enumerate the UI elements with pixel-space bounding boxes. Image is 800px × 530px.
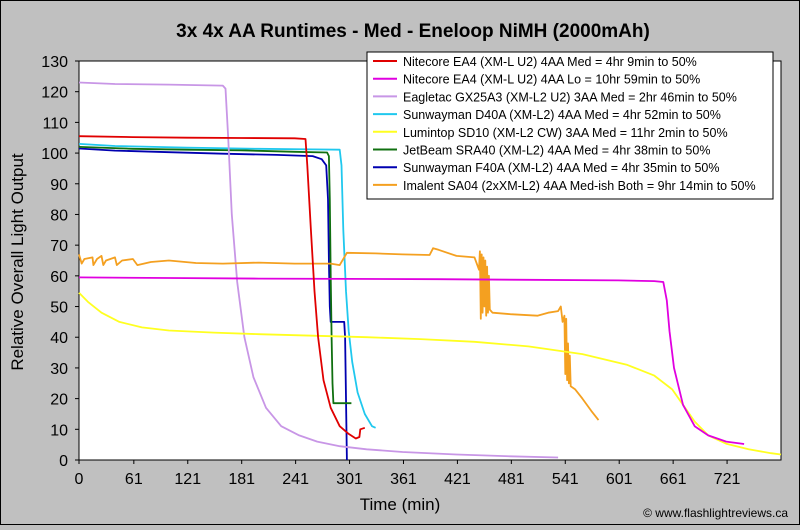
credit-text: © www.flashlightreviews.ca xyxy=(643,506,788,520)
legend: Nitecore EA4 (XM-L U2) 4AA Med = 4hr 9mi… xyxy=(366,51,774,200)
y-tick-label: 120 xyxy=(41,85,68,102)
y-tick-label: 20 xyxy=(50,392,68,409)
y-tick-label: 30 xyxy=(50,361,68,378)
series-line-3 xyxy=(78,81,559,459)
series-line-6 xyxy=(78,146,352,405)
x-tick-label: 0 xyxy=(75,471,84,488)
x-tick-label: 361 xyxy=(390,471,417,488)
legend-entry-label: Eagletac GX25A3 (XM-L2 U2) 3AA Med = 2hr… xyxy=(403,90,737,104)
chart-title: 3x 4x AA Runtimes - Med - Eneloop NiMH (… xyxy=(176,21,650,42)
x-tick-label: 241 xyxy=(282,471,309,488)
y-tick-label: 60 xyxy=(50,269,68,286)
x-tick-label: 601 xyxy=(606,471,633,488)
series-line-1 xyxy=(78,135,366,440)
series-line-7 xyxy=(78,147,348,461)
x-tick-label: 421 xyxy=(444,471,471,488)
y-tick-label: 70 xyxy=(50,238,68,255)
series-line-2 xyxy=(78,276,745,445)
y-tick-label: 10 xyxy=(50,422,68,439)
legend-entry-label: JetBeam SRA40 (XM-L2) 4AA Med = 4hr 38mi… xyxy=(403,144,710,158)
x-tick-label: 121 xyxy=(174,471,201,488)
legend-box xyxy=(366,51,774,200)
series-line-4 xyxy=(78,143,376,429)
y-tick-label: 40 xyxy=(50,330,68,347)
y-tick-label: 0 xyxy=(59,453,68,470)
y-tick-label: 100 xyxy=(41,146,68,163)
x-tick-label: 181 xyxy=(228,471,255,488)
legend-entry-label: Nitecore EA4 (XM-L U2) 4AA Lo = 10hr 59m… xyxy=(403,73,700,87)
x-tick-label: 301 xyxy=(336,471,363,488)
axes: 0 10 20 30 40 50 60 70 80 90 100 110 120 130 0 61 121 181… xyxy=(41,54,740,488)
series-line-8 xyxy=(78,247,600,421)
y-tick-label: 50 xyxy=(50,300,68,317)
legend-entry-label: Lumintop SD10 (XM-L2 CW) 3AA Med = 11hr … xyxy=(403,126,728,140)
x-tick-label: 661 xyxy=(660,471,687,488)
x-axis-label: Time (min) xyxy=(360,495,441,514)
legend-entry-label: Imalent SA04 (2xXM-L2) 4AA Med-ish Both … xyxy=(403,179,756,193)
y-tick-label: 110 xyxy=(42,115,68,132)
legend-entry-label: Sunwayman D40A (XM-L2) 4AA Med = 4hr 52m… xyxy=(403,108,721,122)
x-tick-label: 61 xyxy=(125,471,143,488)
y-tick-label: 80 xyxy=(50,207,68,224)
y-tick-label: 130 xyxy=(41,54,68,71)
x-tick-label: 721 xyxy=(714,471,741,488)
y-axis-label: Relative Overall Light Output xyxy=(8,153,27,371)
x-tick-label: 481 xyxy=(498,471,525,488)
legend-entry-label: Nitecore EA4 (XM-L U2) 4AA Med = 4hr 9mi… xyxy=(403,55,697,69)
y-tick-label: 90 xyxy=(50,177,68,194)
legend-entry-label: Sunwayman F40A (XM-L2) 4AA Med = 4hr 35m… xyxy=(403,161,719,175)
x-tick-label: 541 xyxy=(552,471,579,488)
series-lines xyxy=(78,81,782,461)
